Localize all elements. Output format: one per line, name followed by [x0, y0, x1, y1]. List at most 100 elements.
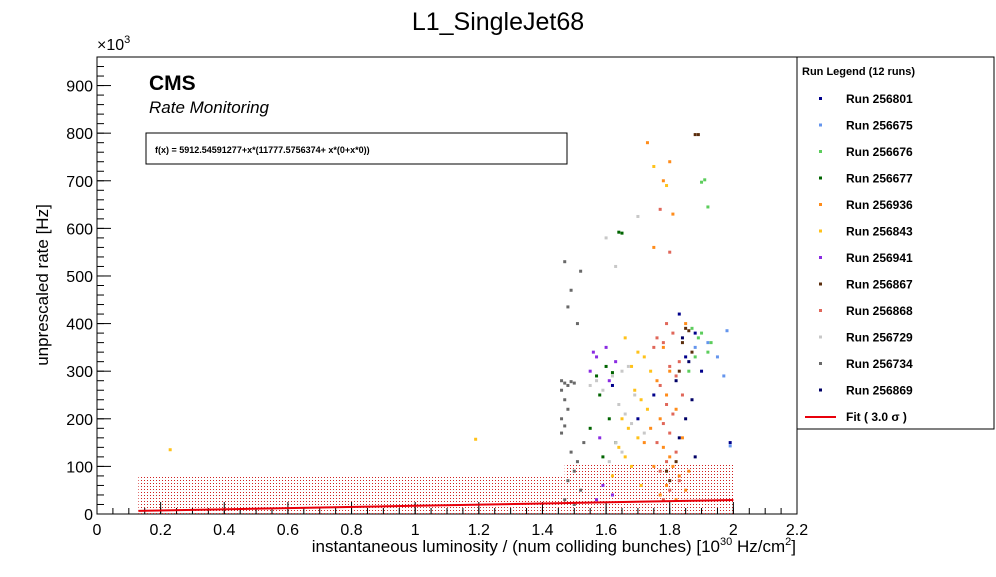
- data-point: [630, 422, 634, 426]
- data-point: [588, 369, 592, 373]
- chart-title: L1_SingleJet68: [412, 8, 584, 36]
- data-point: [696, 336, 700, 340]
- fit-formula-box: [145, 132, 568, 165]
- fit-line: [138, 498, 734, 512]
- data-point: [610, 371, 614, 375]
- legend-entry-label: Run 256675: [846, 119, 913, 133]
- y-axis-multiplier: ×103: [97, 34, 130, 54]
- data-point: [680, 436, 684, 440]
- data-point: [595, 355, 599, 359]
- data-point: [680, 393, 684, 397]
- plot-frame: [96, 56, 798, 515]
- data-point: [722, 374, 726, 378]
- data-point: [566, 479, 570, 483]
- data-point: [620, 231, 624, 235]
- data-point: [684, 322, 688, 326]
- data-point: [668, 160, 672, 164]
- data-point: [626, 426, 630, 430]
- data-point: [709, 341, 713, 345]
- y-tick-label: 100: [66, 459, 93, 476]
- data-point: [658, 207, 662, 211]
- data-point: [645, 407, 649, 411]
- data-point: [636, 214, 640, 218]
- y-tick-label: 400: [66, 317, 93, 334]
- legend-marker: [819, 123, 822, 127]
- data-point: [706, 350, 710, 354]
- data-point: [610, 383, 614, 387]
- data-point: [680, 341, 684, 345]
- data-point: [677, 474, 681, 478]
- data-point: [700, 180, 704, 184]
- legend-entry-label: Run 256843: [846, 225, 913, 239]
- data-point: [687, 369, 691, 373]
- data-point: [665, 460, 669, 464]
- data-point: [623, 336, 627, 340]
- data-point: [607, 417, 611, 421]
- data-point: [642, 355, 646, 359]
- data-point: [617, 403, 621, 407]
- data-point: [652, 164, 656, 168]
- data-point: [671, 464, 675, 468]
- y-tick-label: 800: [66, 126, 93, 143]
- data-point: [610, 474, 614, 478]
- cms-label: CMS: [149, 72, 196, 95]
- legend-entry-label: Run 256867: [846, 278, 913, 292]
- x-tick-label: 0.6: [277, 522, 299, 539]
- x-tick-label: 1.4: [531, 522, 553, 539]
- data-point: [560, 417, 564, 421]
- data-point: [668, 455, 672, 459]
- data-point: [617, 445, 621, 449]
- y-tick-label: 300: [66, 364, 93, 381]
- data-point: [623, 412, 627, 416]
- legend-marker: [819, 309, 822, 312]
- data-point: [636, 436, 640, 440]
- x-tick-label: 1.2: [468, 522, 490, 539]
- data-point: [652, 464, 656, 468]
- data-point: [598, 436, 602, 440]
- x-tick-label: 2.2: [786, 522, 808, 539]
- data-point: [566, 383, 570, 387]
- data-point: [168, 448, 172, 452]
- data-point: [658, 493, 662, 497]
- data-point: [665, 403, 669, 407]
- x-tick-label: 0: [93, 522, 102, 539]
- data-point: [658, 417, 662, 421]
- legend-entry-label: Run 256676: [846, 145, 913, 159]
- legend-marker: [819, 335, 822, 339]
- data-point: [674, 450, 678, 454]
- legend-entry-label: Run 256677: [846, 172, 913, 186]
- data-point: [639, 483, 643, 487]
- legend-marker: [819, 97, 822, 100]
- data-point: [610, 374, 614, 378]
- data-point: [706, 205, 710, 209]
- data-point: [620, 369, 624, 373]
- data-point: [728, 444, 732, 448]
- data-point: [690, 398, 694, 402]
- data-point: [655, 336, 659, 340]
- data-point: [474, 437, 478, 441]
- data-point: [652, 245, 656, 249]
- data-point: [715, 355, 719, 359]
- data-point: [671, 331, 675, 335]
- data-point: [601, 483, 605, 487]
- legend-marker: [819, 150, 822, 153]
- data-point: [598, 393, 602, 397]
- data-point: [630, 464, 634, 468]
- data-point: [569, 288, 573, 292]
- data-point: [620, 417, 624, 421]
- data-point: [684, 417, 688, 421]
- legend-marker: [819, 203, 822, 206]
- data-point: [563, 381, 567, 385]
- data-point: [684, 488, 688, 492]
- data-point: [614, 360, 618, 364]
- data-point: [665, 322, 669, 326]
- data-point: [620, 450, 624, 454]
- data-point: [595, 374, 599, 378]
- series-run-256729: [588, 214, 646, 464]
- y-tick-label: 500: [66, 269, 93, 286]
- series-run-256936: [642, 141, 691, 502]
- data-point: [668, 479, 672, 483]
- data-point: [601, 388, 605, 392]
- data-point: [636, 417, 640, 421]
- data-point: [671, 412, 675, 416]
